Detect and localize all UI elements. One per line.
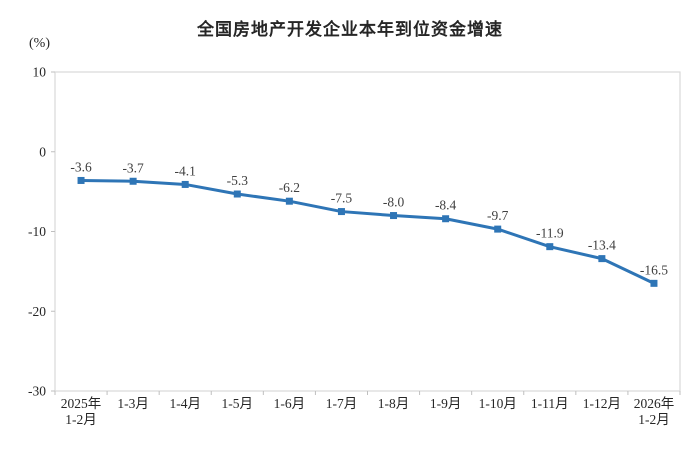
x-tick-label: 1-9月 bbox=[430, 396, 462, 411]
data-label: -5.3 bbox=[227, 173, 249, 188]
y-tick-label: 10 bbox=[33, 65, 47, 80]
y-tick-label: -20 bbox=[28, 304, 46, 319]
x-tick-label: 2025年 bbox=[61, 396, 102, 411]
x-tick-label: 1-7月 bbox=[326, 396, 358, 411]
plot-border bbox=[54, 71, 681, 392]
x-tick-label: 1-2月 bbox=[65, 412, 97, 427]
data-point-marker bbox=[390, 212, 398, 220]
data-label: -13.4 bbox=[588, 238, 616, 253]
x-tick-label: 1-10月 bbox=[479, 396, 517, 411]
data-point-marker bbox=[546, 243, 554, 251]
y-tick-label: 0 bbox=[39, 144, 46, 159]
data-point-marker bbox=[598, 255, 606, 263]
x-tick-label: 1-5月 bbox=[222, 396, 254, 411]
data-label: -9.7 bbox=[487, 208, 509, 223]
data-label: -8.0 bbox=[383, 195, 405, 210]
data-label: -6.2 bbox=[279, 180, 300, 195]
data-label: -11.9 bbox=[536, 226, 564, 241]
x-tick-label: 1-6月 bbox=[274, 396, 306, 411]
x-tick-label: 1-4月 bbox=[169, 396, 201, 411]
x-tick-label: 1-8月 bbox=[378, 396, 410, 411]
data-label: -8.4 bbox=[435, 198, 457, 213]
data-point-marker bbox=[233, 190, 241, 198]
data-point-marker bbox=[337, 208, 345, 216]
data-label: -16.5 bbox=[640, 262, 668, 277]
data-point-marker bbox=[129, 177, 137, 185]
x-tick-label: 1-11月 bbox=[531, 396, 569, 411]
series-line bbox=[79, 178, 656, 285]
chart-title: 全国房地产开发企业本年到位资金增速 bbox=[197, 20, 503, 39]
x-tick-label: 2026年 bbox=[634, 396, 675, 411]
data-point-marker bbox=[442, 215, 450, 223]
data-point-marker bbox=[494, 225, 502, 233]
data-label: -3.7 bbox=[122, 160, 144, 175]
x-tick-label: 1-3月 bbox=[117, 396, 149, 411]
y-axis-unit-label: (%) bbox=[29, 36, 50, 51]
x-tick-label: 1-12月 bbox=[583, 396, 621, 411]
data-point-marker bbox=[650, 279, 658, 287]
y-tick-label: -30 bbox=[28, 384, 46, 399]
data-point-marker bbox=[77, 176, 85, 184]
data-point-marker bbox=[285, 197, 293, 205]
data-label: -4.1 bbox=[175, 163, 196, 178]
y-tick-label: -10 bbox=[28, 224, 46, 239]
data-label: -7.5 bbox=[331, 191, 353, 206]
x-tick-label: 1-2月 bbox=[638, 412, 670, 427]
data-point-marker bbox=[181, 180, 189, 188]
data-label: -3.6 bbox=[70, 159, 92, 174]
